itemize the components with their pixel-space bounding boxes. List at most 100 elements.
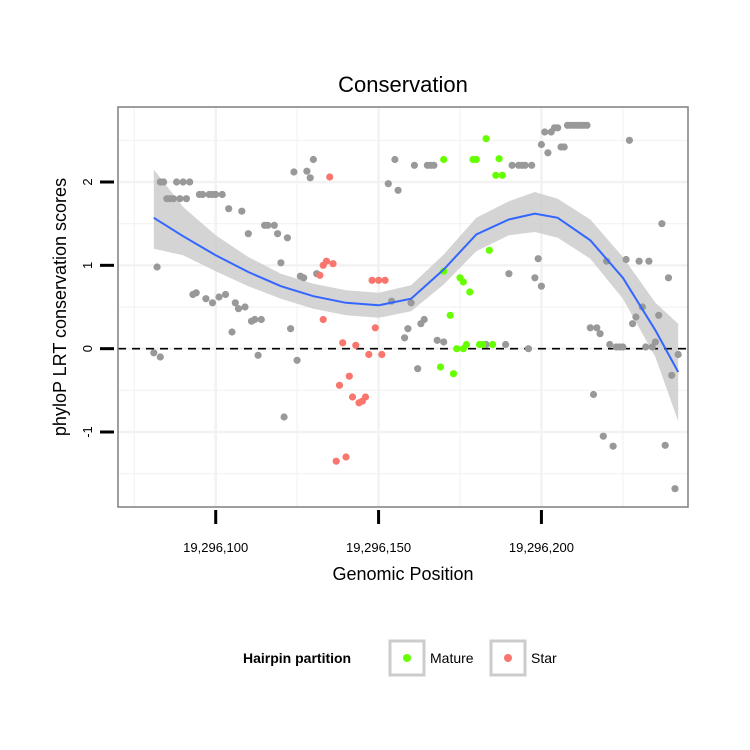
data-point-other	[270, 221, 278, 229]
smooth-fit-path	[153, 212, 680, 373]
data-point-other	[430, 161, 438, 169]
data-point-star	[352, 341, 360, 349]
x-tick-label: 19,296,100	[183, 540, 248, 555]
data-point-star	[329, 260, 337, 268]
data-point-other	[674, 350, 682, 359]
data-point-other	[391, 155, 399, 164]
data-point-other	[234, 305, 243, 313]
data-point-mature	[446, 311, 454, 319]
data-point-star	[342, 453, 350, 461]
data-point-other	[274, 230, 282, 238]
data-point-star	[332, 457, 340, 465]
data-point-other	[502, 340, 510, 349]
data-point-mature	[492, 171, 500, 179]
data-point-other	[671, 485, 679, 493]
data-point-other	[238, 207, 246, 215]
data-point-other	[179, 178, 187, 186]
x-tick-label: 19,296,150	[346, 540, 411, 555]
data-point-other	[583, 121, 591, 129]
data-point-other	[661, 441, 669, 449]
data-point-other	[642, 343, 650, 351]
data-point-other	[414, 365, 422, 373]
data-point-other	[215, 293, 223, 301]
x-axis-title: Genomic Position	[332, 564, 473, 584]
data-point-other	[537, 140, 546, 149]
legend-entry-mature: Mature	[388, 639, 474, 677]
data-point-other	[160, 178, 168, 186]
data-point-other	[619, 343, 627, 351]
data-point-other	[384, 180, 392, 188]
data-point-other	[225, 205, 233, 213]
data-point-other	[440, 338, 448, 346]
data-point-mature	[472, 155, 480, 164]
legend: Hairpin partition Mature Star	[243, 639, 557, 677]
data-point-other	[528, 161, 536, 169]
chart-title: Conservation	[338, 72, 468, 97]
data-point-other	[635, 257, 643, 265]
y-tick-label: -1	[80, 426, 95, 438]
data-point-star	[319, 315, 327, 324]
data-point-other	[150, 349, 158, 357]
data-point-mature	[479, 340, 487, 349]
data-point-other	[231, 299, 239, 307]
data-point-other	[244, 230, 252, 238]
data-point-other	[212, 190, 220, 199]
data-point-other	[173, 178, 181, 186]
data-point-star	[345, 372, 353, 380]
x-tick-label: 19,296,200	[509, 540, 574, 555]
data-point-star	[371, 324, 379, 332]
data-point-other	[603, 257, 611, 265]
data-point-other	[192, 289, 200, 297]
legend-label-star: Star	[531, 650, 557, 666]
data-point-other	[221, 290, 230, 299]
data-point-star	[322, 257, 331, 265]
data-point-other	[407, 299, 415, 307]
data-point-other	[534, 255, 542, 263]
plot-border	[117, 106, 689, 508]
data-point-other	[524, 345, 533, 353]
data-point-star	[381, 276, 389, 284]
data-point-other	[609, 442, 617, 450]
data-point-other	[599, 432, 607, 440]
y-axis: -1 0 1 2	[80, 178, 114, 438]
data-point-other	[254, 351, 262, 359]
data-point-other	[625, 136, 634, 144]
data-point-other	[153, 263, 161, 271]
data-point-other	[622, 255, 630, 264]
data-point-mature	[462, 340, 471, 349]
data-point-mature	[498, 171, 506, 179]
data-point-other	[629, 320, 637, 328]
data-point-other	[537, 282, 546, 290]
data-point-star	[316, 271, 324, 279]
data-point-other	[277, 259, 285, 267]
data-point-star	[378, 350, 386, 359]
data-point-other	[606, 340, 614, 349]
legend-swatch-mature	[403, 654, 411, 662]
data-point-other	[645, 257, 653, 265]
data-point-star	[339, 339, 347, 347]
data-point-mature	[440, 267, 448, 275]
data-point-star	[368, 276, 376, 284]
data-point-other	[218, 190, 226, 199]
data-point-other	[176, 195, 184, 203]
data-point-other	[300, 274, 308, 282]
data-point-other	[264, 221, 272, 229]
data-point-other	[186, 178, 194, 186]
data-point-other	[632, 313, 640, 321]
data-point-other	[290, 168, 298, 176]
data-point-other	[228, 328, 236, 336]
data-point-mature	[459, 278, 467, 286]
data-point-other	[596, 330, 604, 338]
x-axis: 19,296,100 19,296,150 19,296,200	[183, 510, 574, 555]
data-point-other	[544, 149, 552, 157]
data-point-other	[658, 220, 666, 228]
plot-panel	[117, 106, 689, 508]
smooth-fit-line	[153, 212, 680, 373]
data-point-mature	[453, 345, 461, 353]
data-point-mature	[449, 370, 458, 378]
data-point-other	[293, 356, 301, 364]
data-point-other	[257, 315, 265, 324]
series-mature	[436, 135, 506, 378]
data-point-other	[241, 303, 249, 311]
data-point-mature	[495, 155, 503, 163]
